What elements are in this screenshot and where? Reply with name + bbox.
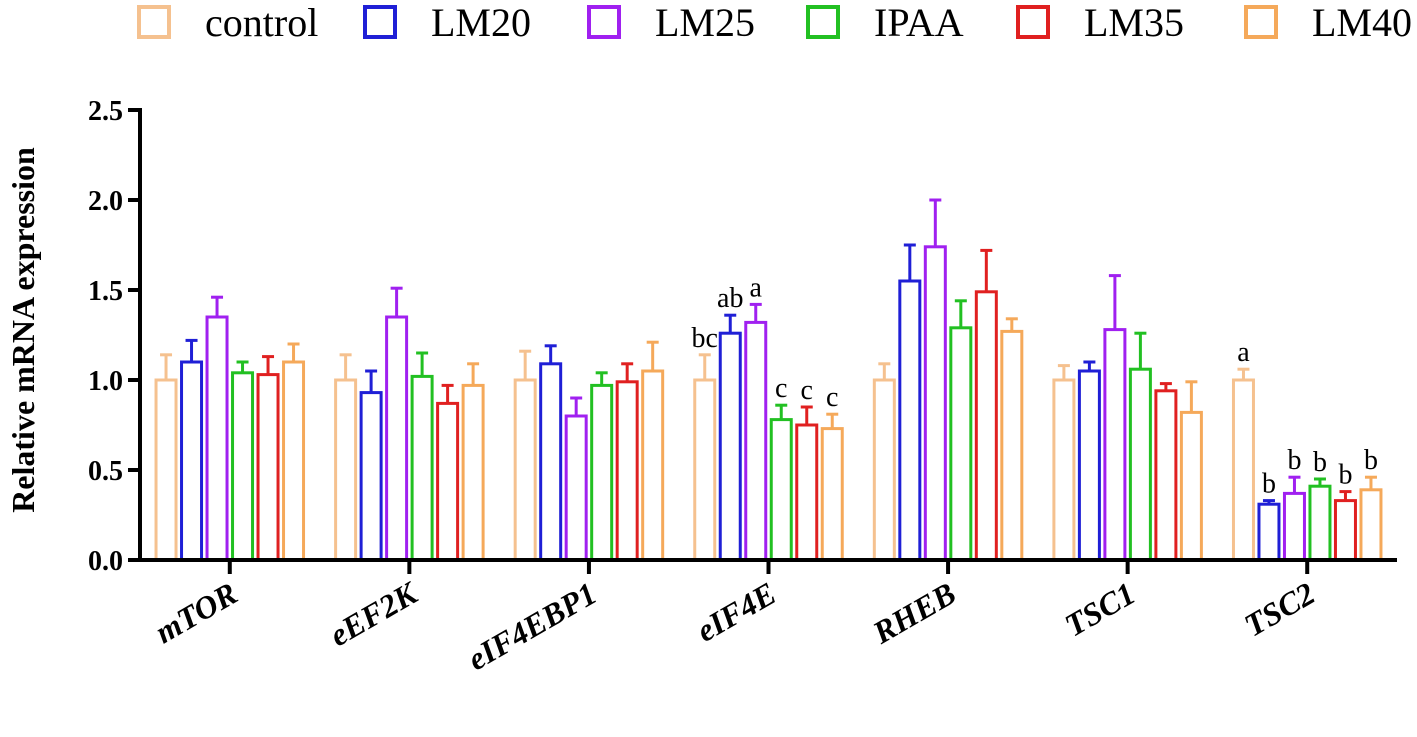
bar-lm40-eIF4EBP1 [641, 369, 665, 562]
y-tick-label-1.5: 1.5 [88, 276, 123, 307]
legend-swatch-lm40 [1244, 5, 1278, 39]
bar-ipaa-RHEB [949, 326, 973, 562]
sig-label-lm25-TSC2: b [1287, 445, 1301, 476]
sig-label-lm40-eIF4E: c [826, 382, 838, 413]
bar-ipaa-eIF4E [769, 418, 793, 562]
bar-lm40-eEF2K [461, 383, 485, 562]
y-tick-label-0.5: 0.5 [88, 456, 123, 487]
bar-lm25-RHEB [923, 245, 947, 562]
bar-control-eEF2K [334, 378, 358, 562]
y-tick-label-1.0: 1.0 [88, 366, 123, 397]
bar-lm20-TSC1 [1077, 369, 1101, 562]
bar-lm25-eEF2K [385, 315, 409, 562]
bar-lm25-eIF4E [744, 320, 768, 562]
bar-lm35-mTOR [256, 373, 280, 562]
sig-label-control-TSC2: a [1237, 337, 1250, 368]
sig-label-ipaa-eIF4E: c [775, 373, 787, 404]
bar-lm25-TSC1 [1103, 328, 1127, 562]
bar-control-TSC1 [1052, 378, 1076, 562]
sig-label-lm25-eIF4E: a [750, 272, 763, 303]
bar-lm20-RHEB [898, 279, 922, 562]
legend-label-lm40: LM40 [1312, 0, 1412, 45]
legend-label-lm25: LM25 [655, 0, 755, 45]
bar-lm40-eIF4E [820, 427, 844, 562]
legend-label-lm20: LM20 [431, 0, 531, 45]
category-label-eEF2K: eEF2K [323, 574, 425, 654]
sig-label-lm20-TSC2: b [1262, 469, 1276, 500]
y-tick-label-2.5: 2.5 [88, 96, 123, 127]
bar-lm35-RHEB [974, 290, 998, 562]
bar-lm40-TSC2 [1359, 488, 1383, 562]
legend-swatch-ipaa [806, 5, 840, 39]
bar-ipaa-eIF4EBP1 [590, 383, 614, 562]
category-label-mTOR: mTOR [149, 575, 243, 650]
bar-lm35-eIF4E [795, 423, 819, 562]
bar-ipaa-eEF2K [410, 374, 434, 562]
legend-label-ipaa: IPAA [874, 0, 964, 45]
category-label-TSC1: TSC1 [1058, 575, 1141, 644]
bar-lm20-eEF2K [359, 391, 383, 562]
category-label-TSC2: TSC2 [1238, 575, 1321, 644]
bar-lm20-eIF4EBP1 [539, 362, 563, 562]
legend-label-lm35: LM35 [1084, 0, 1184, 45]
legend-swatch-lm20 [363, 5, 397, 39]
bar-lm25-TSC2 [1282, 491, 1306, 562]
legend-label-control: control [205, 0, 318, 45]
legend-swatch-lm35 [1016, 5, 1050, 39]
sig-label-lm20-eIF4E: ab [717, 283, 743, 314]
bar-control-mTOR [154, 378, 178, 562]
bar-lm20-TSC2 [1257, 502, 1281, 562]
bar-lm20-mTOR [180, 360, 204, 562]
legend: control LM20 LM25 IPAA LM35 LM40 [137, 0, 1412, 45]
sig-label-lm35-TSC2: b [1338, 460, 1352, 491]
bar-ipaa-TSC1 [1128, 367, 1152, 562]
legend-swatch-control [137, 5, 171, 39]
category-label-eIF4E: eIF4E [690, 575, 782, 649]
bar-ipaa-TSC2 [1308, 484, 1332, 562]
y-axis-label: Relative mRNA expression [5, 147, 41, 513]
category-label-eIF4EBP1: eIF4EBP1 [461, 575, 602, 677]
sig-label-ipaa-TSC2: b [1313, 447, 1327, 478]
bar-lm25-eIF4EBP1 [564, 414, 588, 562]
bar-control-TSC2 [1231, 378, 1255, 562]
legend-swatch-lm25 [587, 5, 621, 39]
bar-control-RHEB [872, 378, 896, 562]
bar-control-eIF4E [693, 378, 717, 562]
bar-lm35-TSC2 [1333, 499, 1357, 562]
bar-lm35-TSC1 [1154, 389, 1178, 562]
bar-lm40-mTOR [282, 360, 306, 562]
bar-lm40-TSC1 [1179, 410, 1203, 562]
sig-label-control-eIF4E: bc [692, 323, 718, 354]
category-label-RHEB: RHEB [866, 575, 962, 651]
y-tick-label-0.0: 0.0 [88, 546, 123, 577]
sig-label-lm40-TSC2: b [1364, 445, 1378, 476]
bar-lm40-RHEB [1000, 329, 1024, 562]
bar-control-eIF4EBP1 [513, 378, 537, 562]
sig-label-lm35-eIF4E: c [801, 375, 813, 406]
y-tick-label-2.0: 2.0 [88, 186, 123, 217]
bar-lm35-eEF2K [436, 401, 460, 562]
bar-ipaa-mTOR [231, 371, 255, 562]
bar-lm35-eIF4EBP1 [615, 380, 639, 562]
bar-lm20-eIF4E [718, 331, 742, 562]
bar-lm25-mTOR [205, 315, 229, 562]
